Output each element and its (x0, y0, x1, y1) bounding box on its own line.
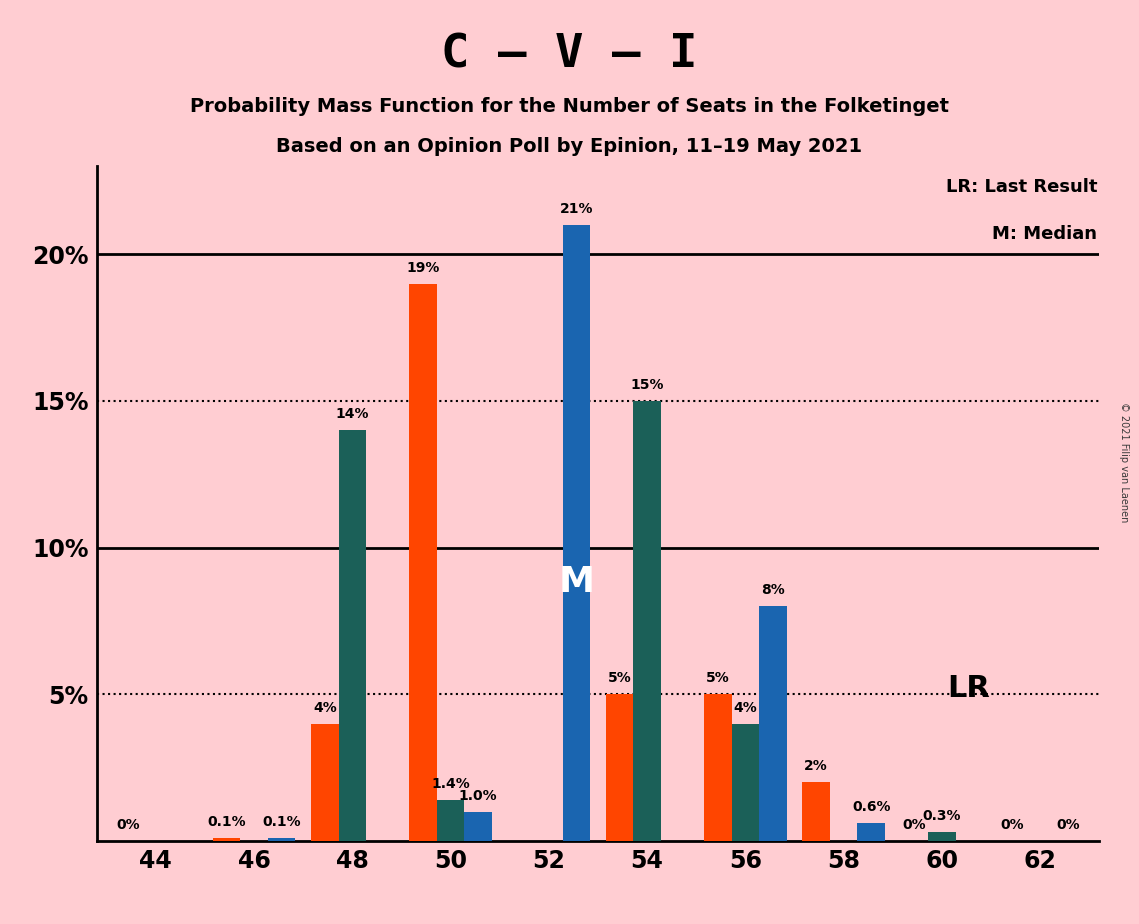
Bar (268, 838, 295, 841)
Text: 0.1%: 0.1% (262, 815, 301, 829)
Text: © 2021 Filip van Laenen: © 2021 Filip van Laenen (1120, 402, 1129, 522)
Text: 0%: 0% (1056, 818, 1080, 832)
Text: 2%: 2% (804, 760, 828, 773)
Text: 21%: 21% (559, 202, 593, 216)
Text: 0%: 0% (902, 818, 926, 832)
Text: 1.4%: 1.4% (432, 777, 470, 791)
Bar (928, 832, 956, 841)
Bar (802, 783, 830, 841)
Text: M: M (558, 565, 595, 599)
Text: 19%: 19% (407, 261, 440, 274)
Text: 14%: 14% (336, 407, 369, 421)
Text: Probability Mass Function for the Number of Seats in the Folketinget: Probability Mass Function for the Number… (190, 97, 949, 116)
Text: 8%: 8% (761, 583, 785, 598)
Text: 0%: 0% (116, 818, 140, 832)
Text: LR: Last Result: LR: Last Result (945, 178, 1097, 196)
Bar (338, 431, 366, 841)
Text: 0.1%: 0.1% (207, 815, 246, 829)
Bar (731, 723, 759, 841)
Bar (409, 284, 437, 841)
Bar (465, 811, 492, 841)
Text: 0.3%: 0.3% (923, 809, 961, 823)
Bar (437, 800, 465, 841)
Text: 0.6%: 0.6% (852, 800, 891, 814)
Text: LR: LR (947, 674, 990, 703)
Bar (606, 694, 633, 841)
Text: M: Median: M: Median (992, 225, 1097, 243)
Text: 1.0%: 1.0% (459, 789, 498, 803)
Bar (213, 838, 240, 841)
Text: C – V – I: C – V – I (441, 32, 698, 78)
Bar (311, 723, 338, 841)
Text: 4%: 4% (313, 700, 337, 715)
Bar (759, 606, 787, 841)
Bar (563, 225, 590, 841)
Text: 5%: 5% (706, 672, 730, 686)
Text: 0%: 0% (1001, 818, 1024, 832)
Text: 5%: 5% (608, 672, 631, 686)
Text: 15%: 15% (630, 378, 664, 392)
Bar (633, 401, 661, 841)
Text: Based on an Opinion Poll by Epinion, 11–19 May 2021: Based on an Opinion Poll by Epinion, 11–… (277, 137, 862, 156)
Text: 4%: 4% (734, 700, 757, 715)
Bar (858, 823, 885, 841)
Bar (704, 694, 731, 841)
